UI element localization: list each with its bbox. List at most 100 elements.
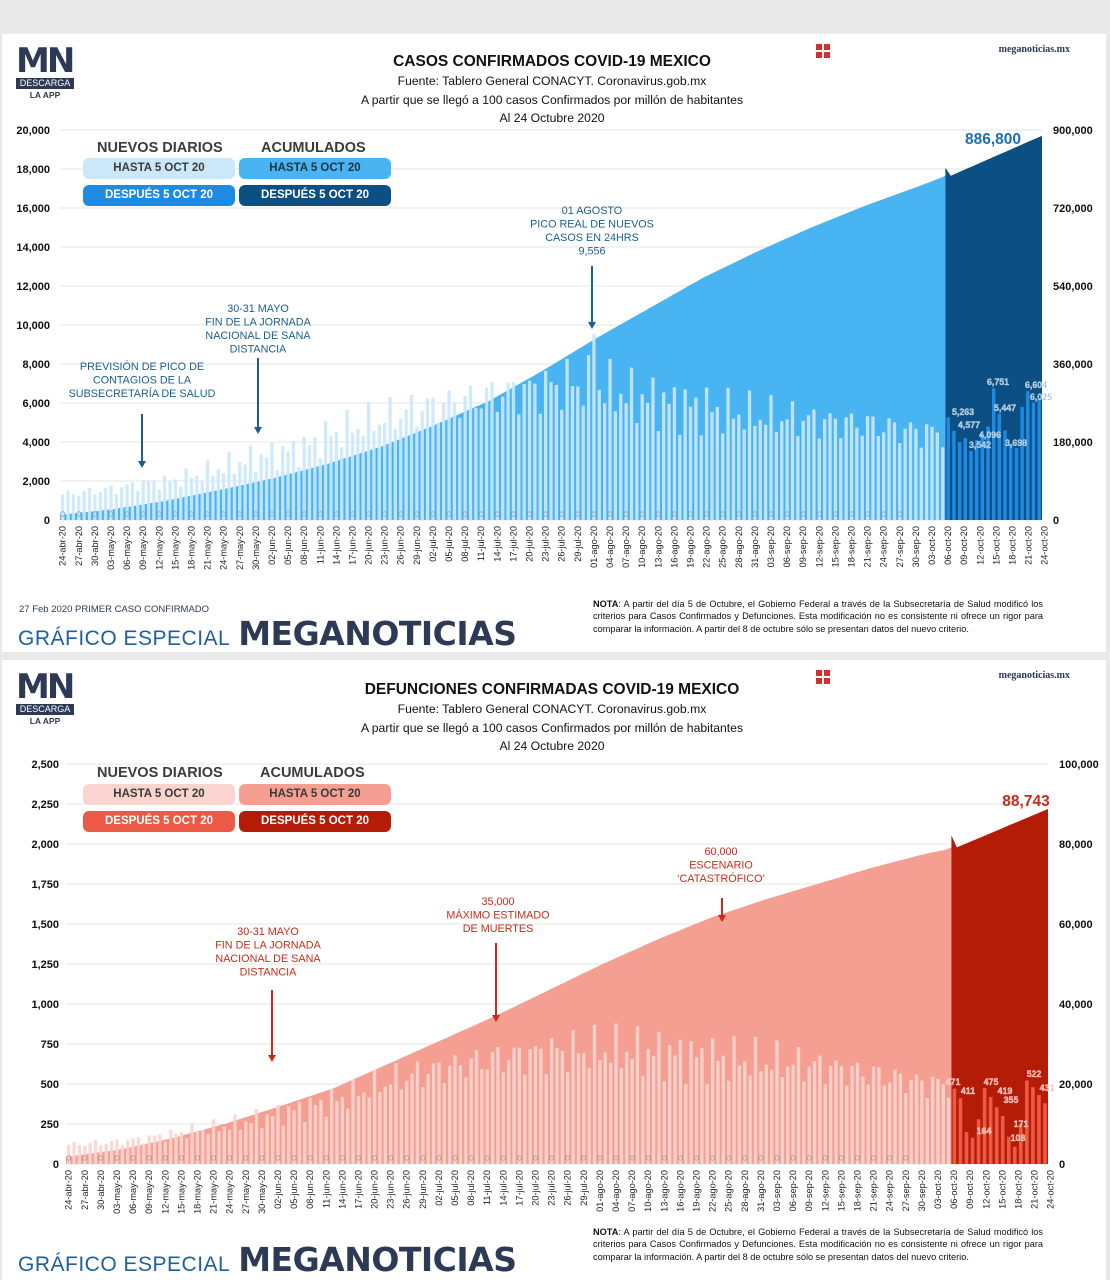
daily-bar — [678, 434, 682, 520]
x-date-label: 30-abr-20 — [96, 1170, 106, 1210]
daily-bar — [844, 417, 848, 520]
x-date-label: 31-ago-20 — [750, 526, 760, 568]
daily-bar — [367, 1097, 371, 1164]
daily-bar — [688, 406, 693, 520]
brand-footer: GRÁFICO ESPECIAL MEGANOTICIAS — [18, 1240, 517, 1279]
site-link[interactable]: meganoticias.mx — [998, 670, 1070, 681]
annotation-text: DE MUERTES — [463, 923, 534, 935]
x-date-label: 25-ago-20 — [718, 526, 728, 568]
daily-bar — [120, 1145, 125, 1164]
baseline-marker — [800, 511, 806, 517]
baseline-marker — [806, 1155, 812, 1161]
daily-bar-after — [1020, 406, 1024, 520]
baseline-marker — [243, 1155, 249, 1161]
baseline-marker — [301, 511, 307, 517]
baseline-marker — [832, 511, 838, 517]
daily-bar — [544, 1074, 548, 1164]
daily-bar — [98, 492, 102, 520]
daily-bar — [185, 1138, 189, 1164]
daily-bar-after — [986, 426, 990, 520]
annotation-text: 30-31 MAYO — [237, 926, 299, 938]
annotation-arrowhead — [492, 1015, 500, 1022]
daily-bar — [189, 478, 194, 520]
y-left-tick-label: 1,000 — [31, 999, 59, 1011]
daily-bar — [871, 1066, 876, 1164]
daily-bar — [420, 410, 424, 520]
daily-bar-after — [958, 1098, 963, 1164]
daily-bar-after — [1031, 1087, 1035, 1164]
daily-bar — [710, 1038, 715, 1164]
daily-bar — [833, 418, 838, 520]
x-date-label: 09-may-20 — [144, 1170, 154, 1214]
daily-bar — [817, 438, 821, 520]
deaths-source: Fuente: Tablero General CONACYT. Coronav… — [397, 702, 707, 716]
x-date-label: 19-ago-20 — [686, 526, 696, 568]
daily-bar — [259, 454, 263, 520]
x-date-label: 05-jun-20 — [289, 1170, 299, 1209]
annotation-text: 60,000 — [704, 846, 737, 858]
baseline-marker — [285, 511, 291, 517]
x-date-label: 24-oct-20 — [1040, 526, 1050, 565]
daily-bar — [195, 475, 199, 520]
daily-bar — [302, 437, 306, 520]
x-date-label: 18-oct-20 — [1013, 1170, 1023, 1209]
x-date-label: 07-ago-20 — [627, 1170, 637, 1212]
daily-bar — [409, 395, 414, 520]
y-left-tick-label: 18,000 — [16, 164, 50, 176]
annotation-arrowhead — [254, 427, 262, 434]
daily-bar — [340, 447, 344, 520]
daily-bar — [769, 1069, 774, 1164]
october-data-label: 5,447 — [994, 403, 1016, 413]
daily-bar — [399, 1089, 404, 1164]
daily-bar — [914, 1074, 919, 1164]
daily-bar — [823, 419, 827, 520]
daily-bar — [684, 1084, 688, 1164]
note-text: : A partir del día 5 de Octubre, el Gobi… — [593, 599, 1043, 634]
daily-bar — [774, 431, 779, 520]
daily-bar — [683, 389, 687, 520]
daily-bar — [919, 447, 923, 520]
daily-bar — [217, 1131, 221, 1164]
daily-bar — [850, 1065, 854, 1164]
daily-bar — [908, 422, 913, 520]
daily-bar — [667, 403, 671, 520]
baseline-marker — [871, 1155, 877, 1161]
note-label: NOTA — [593, 1227, 619, 1237]
site-link[interactable]: meganoticias.mx — [998, 44, 1070, 55]
baseline-marker — [333, 511, 339, 517]
x-date-label: 26-jul-20 — [563, 1170, 573, 1206]
daily-bar — [641, 1075, 645, 1164]
daily-bar — [431, 1063, 436, 1164]
daily-bar — [877, 1067, 881, 1164]
daily-bar — [657, 1031, 661, 1164]
daily-bar — [415, 1061, 420, 1164]
baseline-marker — [98, 1155, 104, 1161]
daily-bar — [560, 409, 564, 520]
x-date-label: 06-may-20 — [128, 1170, 138, 1214]
october-data-label: 171 — [1014, 1119, 1029, 1129]
cases-date: Al 24 Octubre 2020 — [499, 111, 605, 125]
baseline-marker — [903, 1155, 909, 1161]
daily-bar — [485, 1069, 489, 1164]
daily-bar — [539, 1048, 543, 1164]
mn-logo[interactable]: MN DESCARGA LA APP — [16, 44, 75, 101]
baseline-marker — [784, 511, 790, 517]
x-date-label: 24-abr-20 — [58, 526, 68, 566]
final-total-label: 886,800 — [965, 131, 1021, 148]
y-right-tick-label: 20,000 — [1059, 1079, 1093, 1091]
daily-bar — [758, 419, 762, 520]
daily-bar — [554, 384, 559, 520]
x-date-label: 08-jun-20 — [305, 1170, 315, 1209]
x-date-label: 02-jun-20 — [273, 1170, 283, 1209]
daily-bar — [603, 1052, 607, 1164]
daily-bar — [448, 1065, 452, 1164]
daily-bar — [614, 1023, 618, 1164]
october-data-label: 164 — [977, 1126, 992, 1136]
baseline-marker — [613, 1155, 619, 1161]
logo-descarga: DESCARGA — [16, 704, 74, 715]
daily-bar — [726, 387, 730, 520]
daily-bar — [270, 1116, 275, 1164]
grid-icon — [816, 670, 830, 684]
grafico-especial-label: GRÁFICO ESPECIAL — [18, 627, 231, 650]
mn-logo[interactable]: MN DESCARGA LA APP — [16, 670, 75, 727]
